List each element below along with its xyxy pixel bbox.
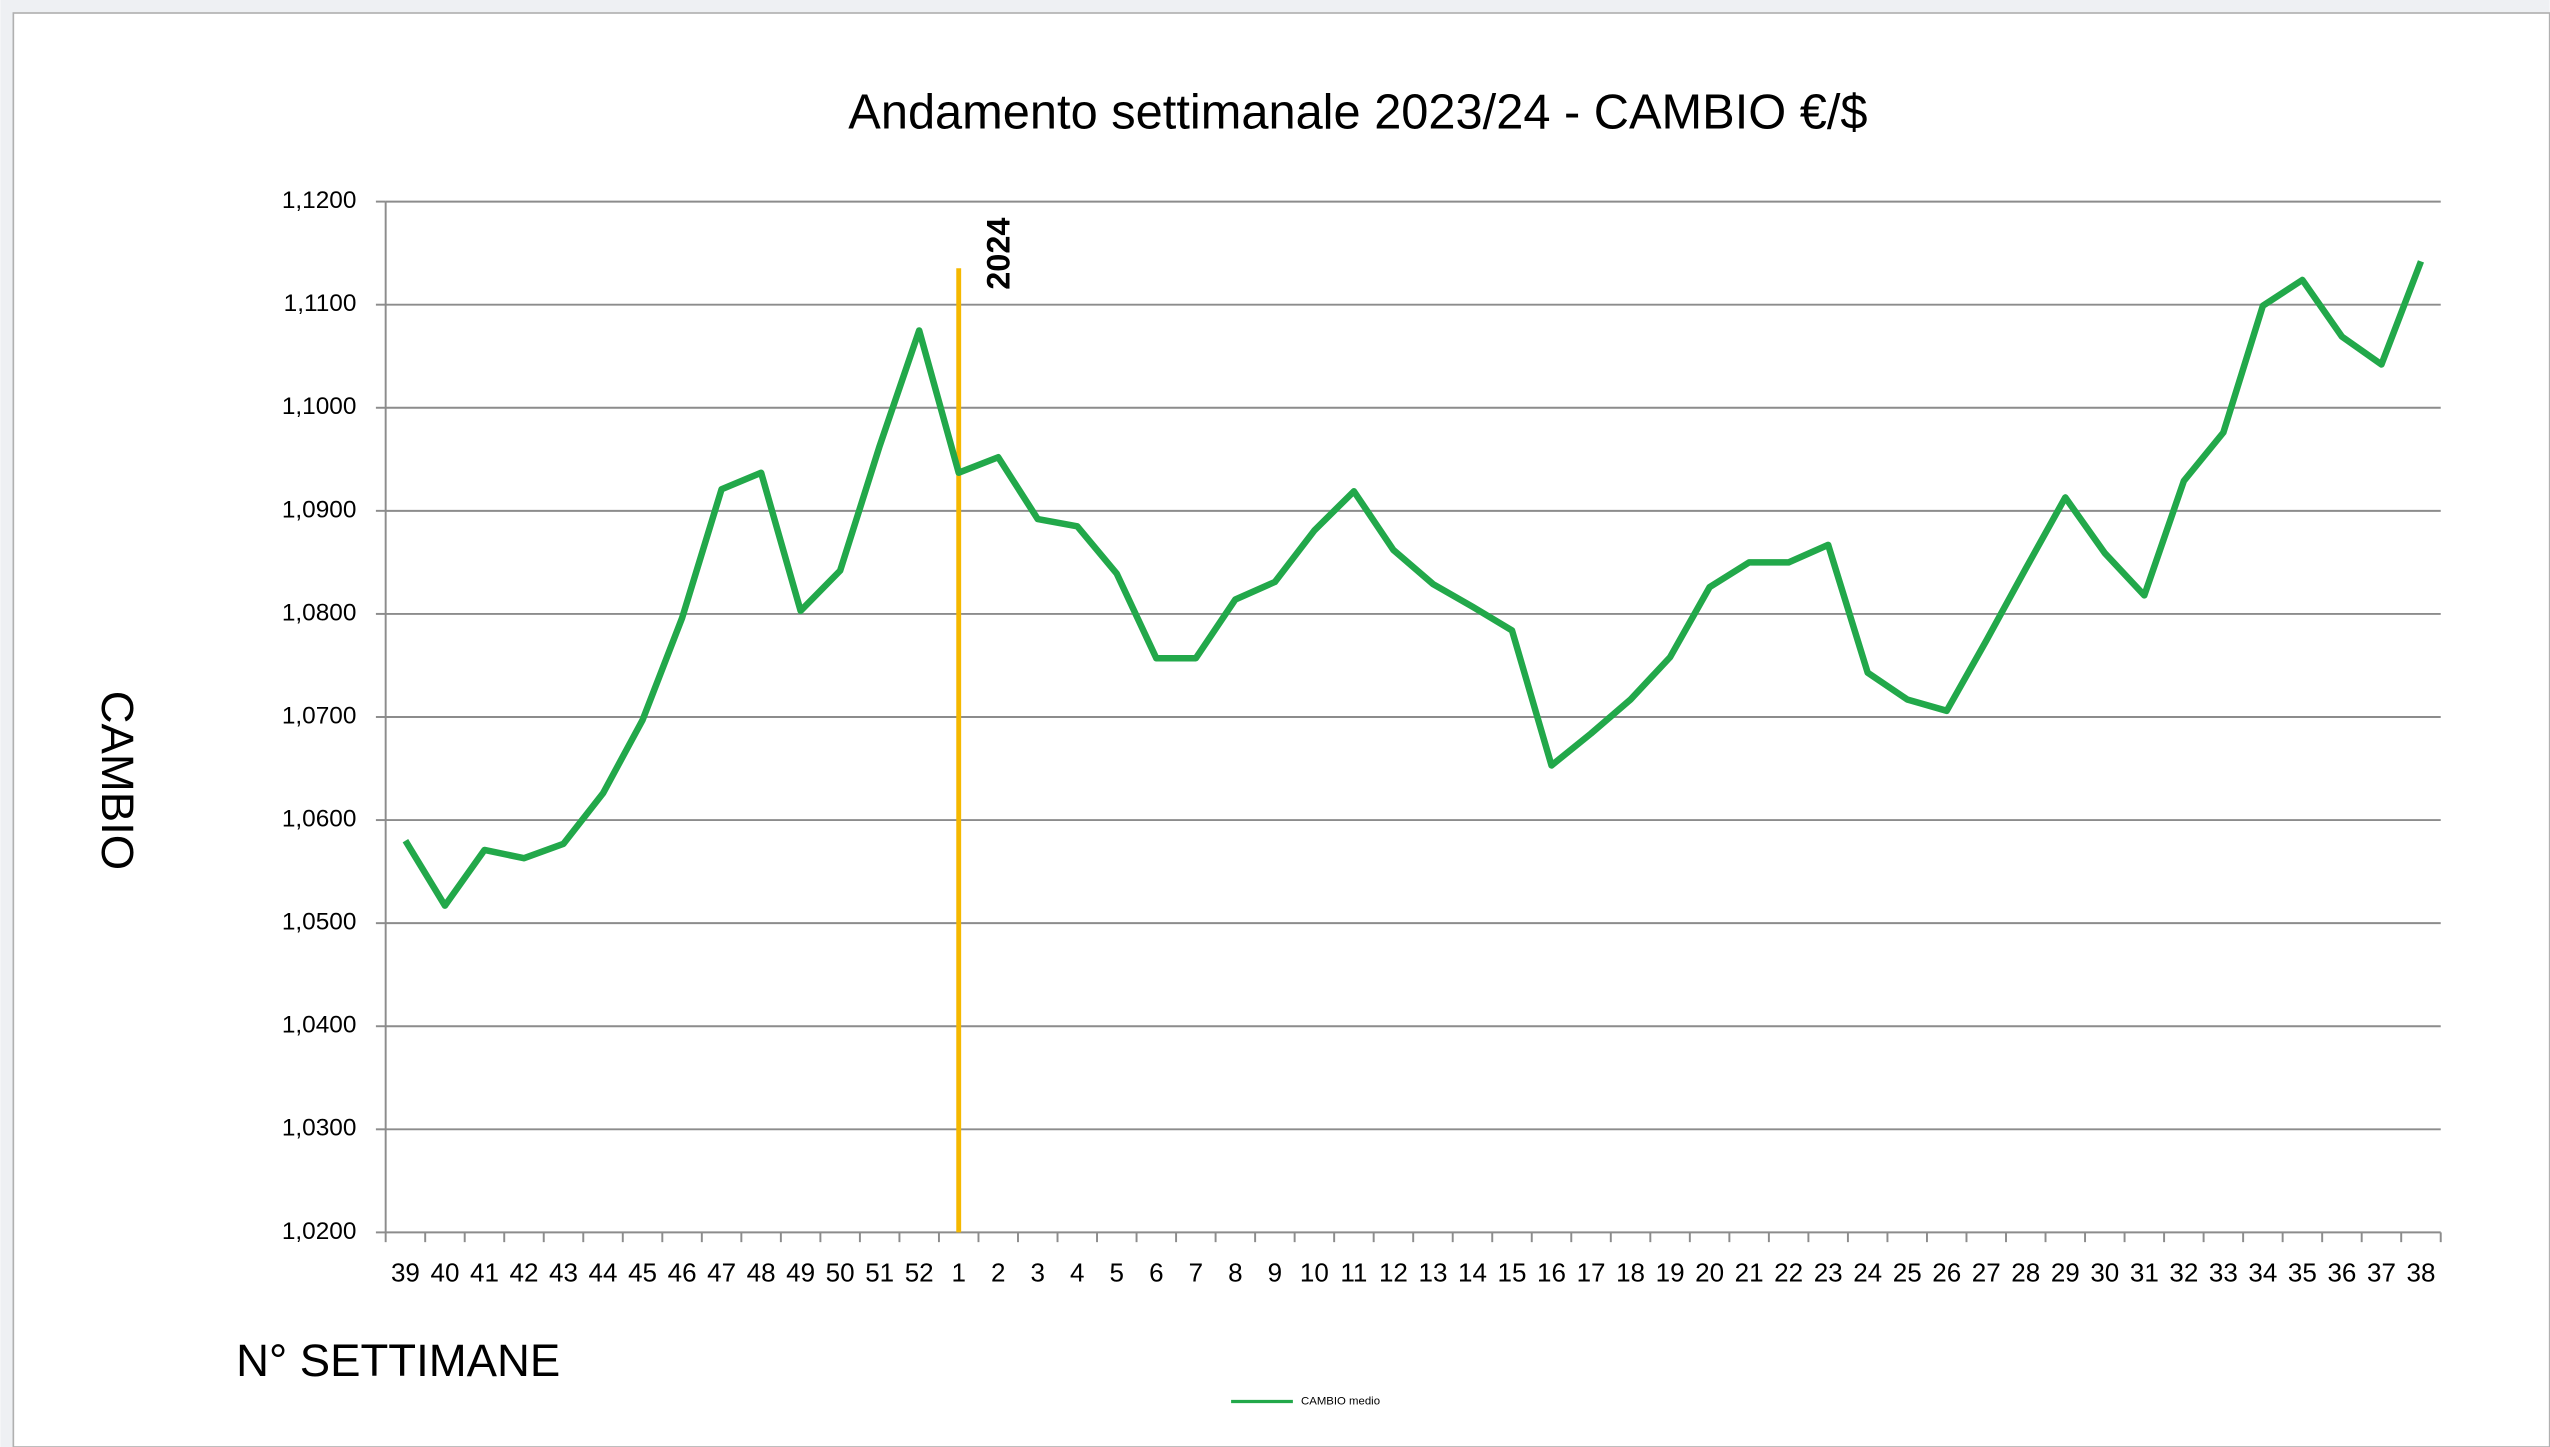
x-tick-label: 2 [991, 1258, 1005, 1288]
y-tick-label: 1,0300 [282, 1115, 357, 1142]
x-tick-label: 41 [470, 1258, 499, 1288]
x-tick-label: 6 [1149, 1258, 1163, 1288]
x-tick-label: 44 [589, 1258, 618, 1288]
x-tick-label: 31 [2130, 1258, 2159, 1288]
y-tick-label: 1,0700 [282, 702, 357, 729]
x-tick-label: 8 [1228, 1258, 1242, 1288]
x-axis-label: N° SETTIMANE [236, 1335, 560, 1386]
x-tick-label: 18 [1616, 1258, 1645, 1288]
x-tick-label: 47 [707, 1258, 736, 1288]
x-tick-label: 28 [2011, 1258, 2040, 1288]
y-tick-label: 1,1200 [282, 187, 357, 214]
y-tick-label: 1,0900 [282, 496, 357, 523]
x-tick-label: 39 [391, 1258, 420, 1288]
y-tick-label: 1,1000 [282, 393, 357, 420]
y-tick-label: 1,0400 [282, 1012, 357, 1039]
annotation-label: 2024 [981, 217, 1017, 289]
x-tick-label: 37 [2367, 1258, 2396, 1288]
x-tick-label: 10 [1300, 1258, 1329, 1288]
x-tick-label: 27 [1972, 1258, 2001, 1288]
x-tick-label: 40 [430, 1258, 459, 1288]
x-tick-label: 1 [951, 1258, 965, 1288]
x-tick-label: 49 [786, 1258, 815, 1288]
x-tick-label: 4 [1070, 1258, 1084, 1288]
x-tick-label: 42 [510, 1258, 539, 1288]
x-tick-label: 15 [1498, 1258, 1527, 1288]
y-tick-label: 1,0500 [282, 909, 357, 936]
x-tick-label: 23 [1814, 1258, 1843, 1288]
x-tick-label: 24 [1853, 1258, 1882, 1288]
x-tick-label: 38 [2407, 1258, 2436, 1288]
y-tick-label: 1,1100 [284, 290, 357, 317]
x-tick-label: 20 [1695, 1258, 1724, 1288]
y-axis-label: CAMBIO [92, 691, 143, 871]
x-tick-label: 13 [1418, 1258, 1447, 1288]
x-tick-label: 5 [1110, 1258, 1124, 1288]
x-tick-label: 26 [1932, 1258, 1961, 1288]
x-tick-label: 3 [1031, 1258, 1045, 1288]
x-tick-label: 36 [2327, 1258, 2356, 1288]
x-tick-label: 17 [1577, 1258, 1606, 1288]
x-tick-label: 46 [668, 1258, 697, 1288]
x-tick-label: 51 [865, 1258, 894, 1288]
x-tick-label: 7 [1189, 1258, 1203, 1288]
x-tick-label: 30 [2090, 1258, 2119, 1288]
x-tick-label: 29 [2051, 1258, 2080, 1288]
chart-title: Andamento settimanale 2023/24 - CAMBIO €… [848, 85, 1867, 139]
x-tick-label: 21 [1735, 1258, 1764, 1288]
x-tick-label: 45 [628, 1258, 657, 1288]
x-tick-label: 19 [1656, 1258, 1685, 1288]
legend-label: CAMBIO medio [1301, 1395, 1380, 1407]
x-tick-label: 32 [2169, 1258, 2198, 1288]
y-tick-label: 1,0800 [282, 599, 357, 626]
y-tick-label: 1,0200 [282, 1218, 357, 1245]
x-tick-label: 50 [826, 1258, 855, 1288]
x-tick-label: 48 [747, 1258, 776, 1288]
x-tick-label: 12 [1379, 1258, 1408, 1288]
x-tick-label: 9 [1268, 1258, 1282, 1288]
x-tick-label: 33 [2209, 1258, 2238, 1288]
chart-frame [12, 12, 2550, 1447]
x-tick-label: 16 [1537, 1258, 1566, 1288]
y-tick-label: 1,0600 [282, 806, 357, 833]
x-tick-label: 52 [905, 1258, 934, 1288]
x-tick-label: 25 [1893, 1258, 1922, 1288]
x-tick-label: 43 [549, 1258, 578, 1288]
data-line [402, 260, 2425, 909]
x-tick-label: 35 [2288, 1258, 2317, 1288]
x-tick-label: 34 [2248, 1258, 2277, 1288]
x-tick-label: 14 [1458, 1258, 1487, 1288]
x-tick-label: 22 [1774, 1258, 1803, 1288]
x-tick-label: 11 [1340, 1258, 1367, 1288]
